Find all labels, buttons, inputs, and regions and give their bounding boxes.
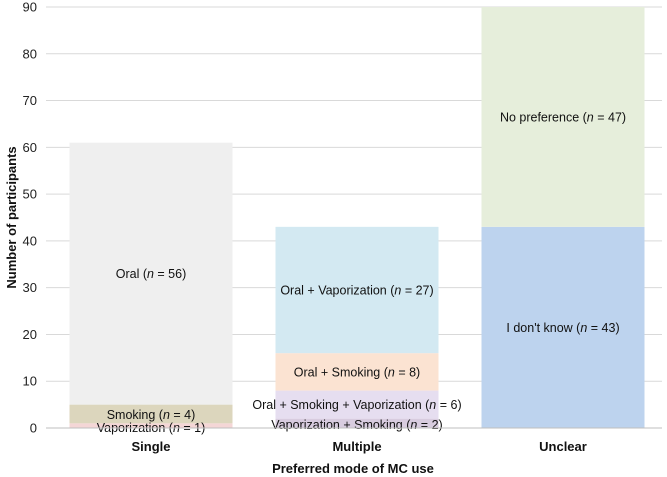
y-tick-label: 90: [23, 0, 37, 15]
y-axis-title: Number of participants: [4, 146, 19, 288]
bar-segment: [275, 353, 439, 391]
bar-segment: [275, 226, 439, 354]
segment-label: Oral (n = 56): [116, 267, 187, 281]
y-axis-ticks: 0 10 20 30 40 50 60 70 80 90: [23, 0, 37, 436]
y-tick-label: 10: [23, 374, 37, 389]
bar-segment: [275, 390, 439, 419]
y-tick-label: 60: [23, 140, 37, 155]
y-tick-label: 30: [23, 280, 37, 295]
bar-segment: [69, 404, 233, 424]
bars: [69, 7, 645, 428]
y-tick-label: 50: [23, 187, 37, 202]
x-axis-categories: Single Multiple Unclear: [131, 439, 586, 454]
y-tick-label: 70: [23, 93, 37, 108]
bar-segment: [481, 7, 645, 227]
segment-label: Vaporization + Smoking (n = 2): [271, 418, 442, 432]
segment-label: Smoking (n = 4): [107, 408, 196, 422]
bar-segment: [275, 418, 439, 428]
segment-label: I don't know (n = 43): [506, 321, 619, 335]
x-category-label: Unclear: [539, 439, 587, 454]
y-tick-label: 80: [23, 46, 37, 61]
x-axis-title: Preferred mode of MC use: [272, 461, 434, 476]
x-category-label: Single: [131, 439, 170, 454]
y-tick-label: 40: [23, 233, 37, 248]
y-tick-label: 0: [30, 421, 37, 436]
bar-segment: [481, 226, 645, 428]
segment-label: Oral + Smoking (n = 8): [294, 365, 420, 379]
segment-label: No preference (n = 47): [500, 110, 626, 124]
y-tick-label: 20: [23, 327, 37, 342]
bar-segment: [69, 423, 233, 428]
segment-label: Oral + Vaporization (n = 27): [280, 284, 433, 298]
bar-segment: [69, 142, 233, 405]
segment-label: Oral + Smoking + Vaporization (n = 6): [252, 398, 461, 412]
x-category-label: Multiple: [332, 439, 381, 454]
